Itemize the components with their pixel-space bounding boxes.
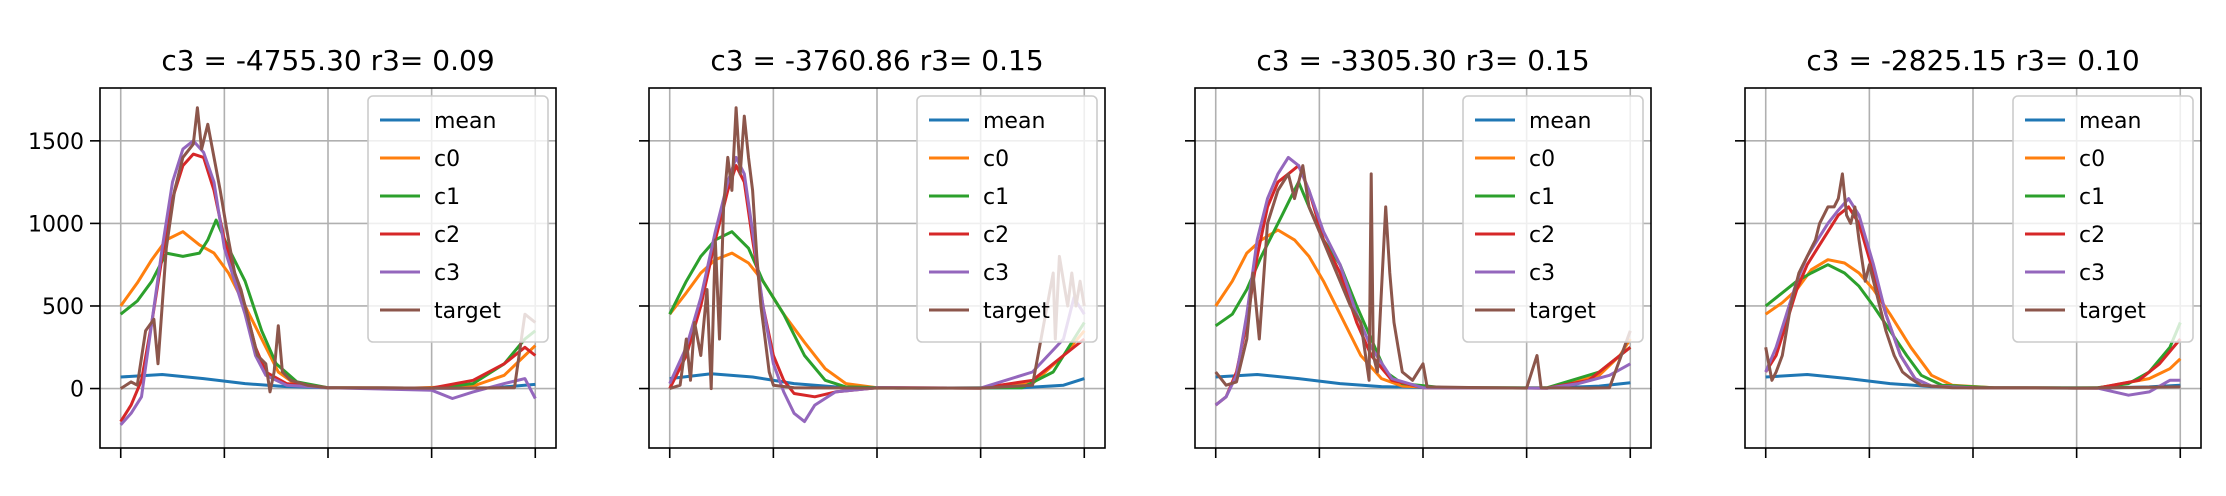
chart-panel-2: c3 = -3760.86 r3= 0.15 mean c0 c1 c2 c3 target [639, 44, 1106, 458]
legend-label-c1: c1 [434, 185, 460, 210]
legend-label-c2: c2 [434, 223, 460, 248]
series-group [119, 106, 537, 426]
series-group [1764, 172, 2182, 397]
chart-panel-4: c3 = -2825.15 r3= 0.10 mean c0 c1 c2 c3 target [1735, 44, 2202, 458]
legend-label-c0: c0 [983, 147, 1009, 172]
chart-title: c3 = -2825.15 r3= 0.10 [1806, 44, 2139, 77]
y-tick-label: 1500 [28, 130, 84, 155]
y-tick-label: 0 [70, 378, 84, 403]
series-line-c1 [668, 230, 1086, 390]
legend-label-target: target [983, 299, 1050, 324]
legend-label-mean: mean [434, 109, 496, 134]
legend-label-c0: c0 [1529, 147, 1555, 172]
chart-title: c3 = -4755.30 r3= 0.09 [161, 44, 494, 77]
series-line-target [1214, 164, 1632, 390]
legend-label-c0: c0 [434, 147, 460, 172]
series-line-target [119, 106, 537, 394]
legend-label-mean: mean [2079, 109, 2141, 134]
y-tick-label: 500 [42, 295, 84, 320]
chart-title: c3 = -3760.86 r3= 0.15 [710, 44, 1043, 77]
legend-label-c2: c2 [983, 223, 1009, 248]
legend-label-c2: c2 [1529, 223, 1555, 248]
legend: mean c0 c1 c2 c3 target [916, 95, 1098, 343]
series-group [668, 106, 1086, 424]
legend-label-c1: c1 [2079, 185, 2105, 210]
y-tick-label: 1000 [28, 212, 84, 237]
legend-label-c3: c3 [1529, 261, 1555, 286]
legend-label-c3: c3 [434, 261, 460, 286]
legend: mean c0 c1 c2 c3 target [367, 95, 549, 343]
legend-label-target: target [434, 299, 501, 324]
legend-label-c1: c1 [983, 185, 1009, 210]
series-group [1214, 155, 1632, 407]
legend-label-mean: mean [1529, 109, 1591, 134]
legend: mean c0 c1 c2 c3 target [1462, 95, 1644, 343]
legend-label-c0: c0 [2079, 147, 2105, 172]
legend-label-target: target [2079, 299, 2146, 324]
legend: mean c0 c1 c2 c3 target [2012, 95, 2194, 343]
legend-label-c3: c3 [983, 261, 1009, 286]
legend-label-target: target [1529, 299, 1596, 324]
legend-label-mean: mean [983, 109, 1045, 134]
chart-panel-1: c3 = -4755.30 r3= 0.09 0 500 1000 1500 mean c0… [28, 44, 557, 458]
chart-title: c3 = -3305.30 r3= 0.15 [1256, 44, 1589, 77]
legend-label-c3: c3 [2079, 261, 2105, 286]
legend-label-c2: c2 [2079, 223, 2105, 248]
series-line-c3 [119, 139, 537, 426]
series-line-c3 [668, 155, 1086, 424]
chart-panel-3: c3 = -3305.30 r3= 0.15 mean c0 c1 c2 c3 target [1185, 44, 1652, 458]
series-line-target [1764, 172, 2181, 390]
legend-label-c1: c1 [1529, 185, 1555, 210]
